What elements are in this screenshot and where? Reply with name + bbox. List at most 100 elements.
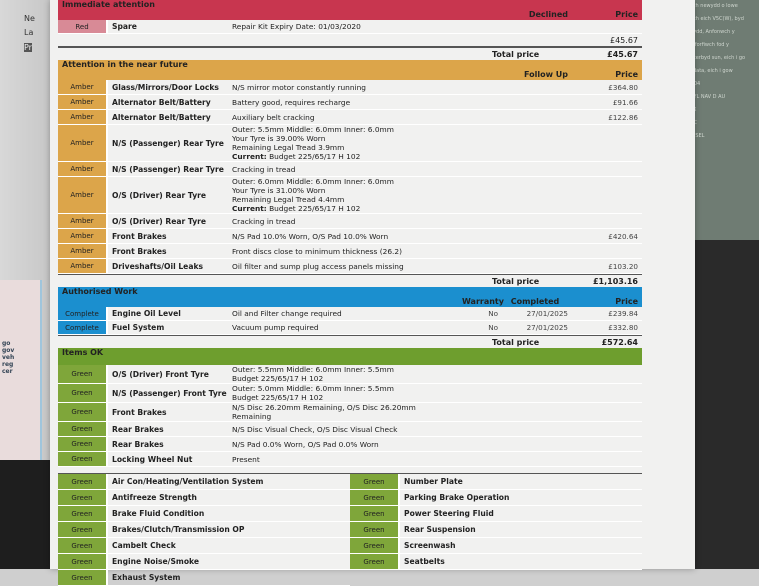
description-text: Budget 225/65/17 H 102	[266, 204, 361, 213]
status-badge: Green	[350, 554, 400, 569]
item-description: N/S Pad 10.0% Worn, O/S Pad 10.0% Worn	[230, 232, 572, 241]
bg-fragment: Ne	[24, 14, 35, 23]
description-line: N/S Disc 26.20mm Remaining, O/S Disc 26.…	[232, 403, 416, 412]
description-line: Cracking in tread	[232, 164, 296, 174]
item-name: Front Brakes	[112, 407, 167, 417]
checklist-item: Green Brake Fluid Condition	[58, 506, 350, 522]
item-description: Auxiliary belt cracking	[230, 113, 572, 122]
bg-fragment: ydata, eich i gow	[690, 68, 733, 74]
bg-fragment: Sfforfiwch fod y	[690, 42, 730, 48]
status-badge: Green	[58, 384, 108, 402]
column-header: Follow Up	[523, 70, 568, 79]
bg-fragment: veh	[2, 354, 15, 361]
item-description: Outer: 5.5mm Middle: 6.0mm Inner: 6.0mm Y…	[230, 125, 572, 161]
section-title: Items OK	[62, 348, 104, 357]
total-value: £572.64	[601, 337, 638, 347]
price-line: £45.67	[58, 34, 642, 47]
table-row: Amber Alternator Belt/Battery Battery good…	[58, 95, 642, 110]
status-badge: Green	[58, 538, 108, 553]
label-current: Current:	[232, 204, 267, 213]
item-name: Number Plate	[404, 477, 463, 486]
item-name: Front Brakes	[112, 231, 167, 241]
table-row: Amber Front Brakes Front discs close to mi…	[58, 244, 642, 259]
status-badge: Amber	[58, 80, 108, 94]
background-dark	[690, 240, 759, 569]
item-name: Front Brakes	[112, 246, 167, 256]
status-badge: Green	[58, 570, 108, 585]
column-header: Declined	[528, 10, 568, 19]
checklist-item: Green Cambelt Check	[58, 538, 350, 554]
item-name: Alternator Belt/Battery	[112, 112, 211, 122]
item-description: Vacuum pump required	[230, 323, 462, 332]
item-description: Battery good, requires recharge	[230, 98, 572, 107]
description-line: Current: Budget 225/65/17 H 102	[232, 204, 572, 213]
description-text: Budget 225/65/17 H 102	[266, 152, 361, 161]
description-line: N/S Pad 10.0% Worn, O/S Pad 10.0% Worn	[232, 231, 389, 241]
column-header: Warranty	[462, 297, 504, 306]
bg-fragment: CC	[690, 120, 755, 126]
description-line: Oil filter and sump plug access panels m…	[232, 261, 404, 271]
item-name: N/S (Passenger) Rear Tyre	[112, 164, 224, 174]
total-price-row: Total price £45.67	[58, 47, 642, 60]
item-description: Outer: 5.0mm Middle: 6.0mm Inner: 5.5mm B…	[230, 384, 642, 402]
table-row: Amber Front Brakes N/S Pad 10.0% Worn, O/S…	[58, 229, 642, 244]
section-title: Attention in the near future	[62, 60, 188, 69]
status-badge: Amber	[58, 95, 108, 109]
description-line: Battery good, requires recharge	[232, 97, 351, 107]
table-row: Amber O/S (Driver) Rear Tyre Outer: 6.0mm …	[58, 177, 642, 214]
column-header: Price	[615, 70, 638, 79]
status-badge: Green	[58, 490, 108, 505]
bg-fragment: ych eich V5C(W), byd	[690, 16, 744, 22]
item-description: Cracking in tread	[230, 217, 572, 226]
item-description: N/S Disc 26.20mm Remaining, O/S Disc 26.…	[230, 403, 642, 421]
section-header-near-future: Attention in the near future Follow Up Pri…	[58, 60, 642, 80]
description-line: Present	[232, 454, 260, 464]
status-badge: Green	[350, 506, 400, 521]
item-description: Outer: 6.0mm Middle: 6.0mm Inner: 6.0mm Y…	[230, 177, 572, 213]
description-line: Your Tyre is 39.00% Worn	[232, 134, 326, 143]
item-description: N/S Pad 0.0% Worn, O/S Pad 0.0% Worn	[230, 440, 642, 449]
column-header: Completed	[510, 297, 560, 306]
description-line: Outer: 5.5mm Middle: 6.0mm Inner: 5.5mm	[232, 365, 394, 374]
description-line: N/S mirror motor constantly running	[232, 82, 366, 92]
item-description: Present	[230, 455, 642, 464]
description-line: Vacuum pump required	[232, 323, 319, 332]
status-badge: Green	[350, 538, 400, 553]
price-value: £364.80	[608, 82, 638, 92]
description-line: Remaining Legal Tread 3.9mm	[232, 143, 345, 152]
table-row: Green Front Brakes N/S Disc 26.20mm Remain…	[58, 403, 642, 422]
warranty-value: No	[488, 323, 498, 332]
background-card: go gov veh reg cer	[0, 280, 42, 460]
background-dark	[0, 460, 58, 569]
description-line: Repair Kit Expiry Date: 01/03/2020	[232, 22, 361, 31]
table-row: Green N/S (Passenger) Front Tyre Outer: 5.…	[58, 384, 642, 403]
total-label: Total price	[492, 49, 540, 59]
status-badge: Amber	[58, 110, 108, 124]
table-row: Complete Engine Oil Level Oil and Filter c…	[58, 307, 642, 321]
description-line: Budget 225/65/17 H 102	[232, 393, 324, 402]
checklist-right: Green Number Plate Green Parking Brake Oper…	[350, 474, 642, 586]
description-line: Outer: 5.5mm Middle: 6.0mm Inner: 6.0mm	[232, 125, 394, 134]
status-badge: Amber	[58, 214, 108, 228]
price-value: £45.67	[610, 35, 638, 45]
item-description: Outer: 5.5mm Middle: 6.0mm Inner: 5.5mm B…	[230, 365, 642, 383]
checklist-item: Green Antifreeze Strength	[58, 490, 350, 506]
item-name: Power Steering Fluid	[404, 509, 494, 518]
total-price-row: Total price £1,103.16	[58, 274, 642, 287]
description-line: Cracking in tread	[232, 216, 296, 226]
status-badge: Complete	[58, 321, 108, 334]
total-price-row: Total price £572.64	[58, 335, 642, 348]
item-name: Rear Suspension	[404, 525, 476, 534]
status-badge: Green	[58, 422, 108, 436]
status-badge: Amber	[58, 177, 108, 213]
item-name: Cambelt Check	[112, 541, 176, 550]
price-value: £332.80	[608, 323, 638, 332]
item-name: Driveshafts/Oil Leaks	[112, 261, 204, 271]
status-badge: Green	[58, 437, 108, 451]
status-badge: Amber	[58, 244, 108, 258]
column-header: Price	[615, 297, 638, 306]
total-label: Total price	[492, 337, 540, 347]
item-name: Spare	[112, 22, 137, 31]
bg-fragment: CYL NAV D AU	[690, 94, 726, 100]
completed-date: 27/01/2025	[526, 323, 568, 332]
